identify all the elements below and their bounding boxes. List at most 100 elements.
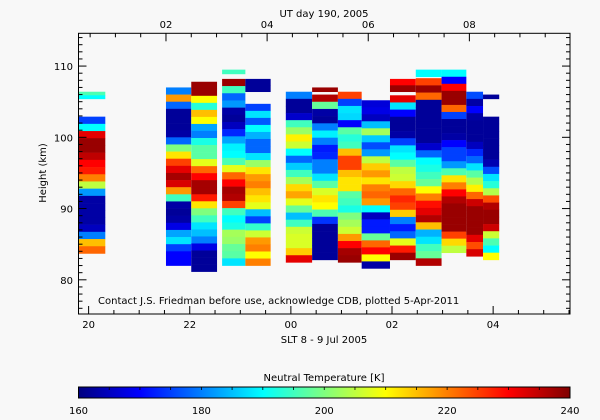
heatmap-cell [483, 209, 500, 218]
top-tick-label: 02 [160, 20, 173, 31]
heatmap-cell [191, 222, 218, 230]
heatmap-cell [165, 194, 192, 202]
heatmap-cell [389, 166, 416, 175]
heatmap-cell [222, 165, 246, 173]
heatmap-cell [483, 195, 500, 203]
x-tick-label: 00 [285, 320, 298, 331]
heatmap-cell [337, 148, 362, 157]
heatmap-cell [78, 210, 106, 218]
heatmap-cell [222, 172, 246, 180]
heatmap-cell [165, 165, 192, 174]
heatmap-cell [78, 152, 106, 161]
heatmap-cell [312, 252, 338, 261]
heatmap-cell [191, 257, 218, 265]
heatmap-cell [441, 76, 467, 85]
heatmap-cell [361, 205, 390, 213]
heatmap-cell [483, 188, 500, 196]
heatmap-cell [441, 161, 467, 169]
heatmap-cell [483, 181, 500, 189]
heatmap-cell [312, 187, 338, 196]
heatmap-cell [466, 170, 484, 178]
heatmap-cell [483, 245, 500, 253]
heatmap-cell [222, 258, 246, 266]
heatmap-cell [337, 226, 362, 235]
top-tick-label: 08 [463, 20, 476, 31]
heatmap-cell [165, 244, 192, 252]
y-tick-label: 80 [60, 276, 73, 287]
heatmap-cell [285, 248, 313, 256]
heatmap-cell [78, 239, 106, 247]
heatmap-cell [441, 126, 467, 134]
heatmap-cell [441, 90, 467, 99]
heatmap-cell [191, 229, 218, 237]
heatmap-cell [441, 203, 467, 211]
heatmap-cell [165, 130, 192, 138]
heatmap-cell [361, 170, 390, 178]
heatmap-cell [245, 258, 271, 266]
heatmap-cell [165, 251, 192, 259]
heatmap-cell [312, 209, 338, 218]
heatmap-cell [165, 229, 192, 238]
heatmap-cell [483, 216, 500, 225]
y-axis-label: Height (km) [38, 143, 49, 203]
heatmap-cell [78, 231, 106, 240]
heatmap-cell [285, 184, 313, 192]
heatmap-cell [337, 169, 362, 178]
x-axis-label: SLT 8 - 9 Jul 2005 [281, 335, 367, 346]
heatmap-cell [285, 155, 313, 164]
heatmap-cell [415, 135, 442, 144]
heatmap-cell [222, 179, 246, 187]
heatmap-cell [466, 249, 484, 257]
heatmap-cell [312, 238, 338, 246]
heatmap-cell [466, 191, 484, 200]
heatmap-cell [165, 180, 192, 188]
y-tick-label: 110 [54, 62, 73, 73]
heatmap-cell [191, 201, 218, 209]
heatmap-cell [441, 245, 467, 254]
heatmap-cell [312, 130, 338, 138]
heatmap-cell [312, 231, 338, 239]
heatmap-cell [415, 236, 442, 245]
heatmap-cell [466, 141, 484, 150]
heatmap-cell [337, 198, 362, 206]
heatmap-cell [415, 200, 442, 209]
heatmap-cell [222, 236, 246, 245]
heatmap-cell [389, 78, 416, 86]
heatmap-cell [415, 229, 442, 238]
heatmap-cell [191, 173, 218, 181]
heatmap-cell [78, 138, 106, 146]
x-tick-label: 04 [487, 320, 500, 331]
heatmap-cell [466, 148, 484, 157]
heatmap-cell [165, 187, 192, 195]
axis-ticks: 20 22 00 02 04 02 04 06 08 80 90 100 110 [54, 20, 570, 331]
heatmap-cell [245, 124, 271, 133]
heatmap-cell [389, 209, 416, 218]
heatmap-cell [285, 141, 313, 149]
heatmap-cell [191, 152, 218, 160]
heatmap-cell [483, 94, 500, 100]
heatmap-cell [361, 121, 390, 129]
heatmap-cell [222, 251, 246, 259]
heatmap-cell [222, 107, 246, 116]
heatmap-cell [337, 184, 362, 192]
heatmap-cell [191, 81, 218, 90]
heatmap-cell [191, 159, 218, 167]
heatmap-cell [466, 227, 484, 236]
heatmap-cell [337, 141, 362, 149]
heatmap-cell [285, 233, 313, 242]
heatmap-cell [466, 120, 484, 128]
heatmap-cell [285, 127, 313, 135]
heatmap-cell [483, 138, 500, 146]
heatmap-cell [441, 210, 467, 218]
heatmap-cell [337, 105, 362, 114]
heatmap-cell [285, 177, 313, 185]
heatmap-cell [312, 195, 338, 203]
heatmap-cell [466, 127, 484, 135]
usage-note: Contact J.S. Friedman before use, acknow… [98, 296, 459, 307]
heatmap-cell [389, 188, 416, 196]
heatmap-cell [441, 111, 467, 120]
heatmap-cell [285, 98, 313, 107]
heatmap-cell [361, 128, 390, 136]
heatmap-cell [441, 224, 467, 232]
